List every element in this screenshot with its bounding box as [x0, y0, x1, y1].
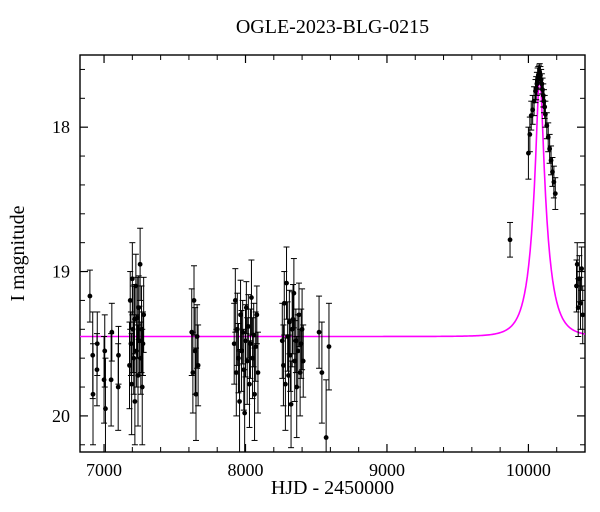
data-point [190, 370, 195, 375]
data-point [295, 349, 300, 354]
x-tick-label: 8000 [228, 460, 264, 480]
data-point [542, 105, 547, 110]
data-point [327, 344, 332, 349]
data-point [102, 349, 107, 354]
data-point [242, 411, 247, 416]
data-point [141, 312, 146, 317]
data-point [576, 305, 581, 310]
data-point [116, 353, 121, 358]
data-point [283, 382, 288, 387]
data-point [301, 359, 306, 364]
data-point [289, 402, 294, 407]
data-point [298, 370, 303, 375]
data-point [132, 399, 137, 404]
x-tick-label: 10000 [506, 460, 551, 480]
data-point [578, 301, 583, 306]
data-point [508, 237, 513, 242]
data-point [291, 291, 296, 296]
data-point [284, 281, 289, 286]
data-point [254, 312, 259, 317]
data-point [253, 344, 258, 349]
data-point [324, 435, 329, 440]
data-point [195, 334, 200, 339]
data-point [239, 349, 244, 354]
data-point [579, 266, 584, 271]
data-point [319, 370, 324, 375]
data-point [300, 327, 305, 332]
data-point [109, 377, 114, 382]
data-point [91, 392, 96, 397]
data-point [247, 382, 252, 387]
data-point [256, 370, 261, 375]
chart-container: OGLE-2023-BLG-02157000800090001000018192… [0, 0, 600, 512]
x-tick-label: 7000 [86, 460, 122, 480]
data-point [236, 356, 241, 361]
data-point [235, 327, 240, 332]
data-point [580, 312, 585, 317]
data-point [252, 392, 257, 397]
data-point [140, 385, 145, 390]
data-point [527, 132, 532, 137]
data-point [237, 399, 242, 404]
x-axis-label: HJD - 2450000 [271, 477, 394, 499]
data-point [280, 338, 285, 343]
data-point [297, 312, 302, 317]
lightcurve-chart: OGLE-2023-BLG-02157000800090001000018192… [0, 0, 600, 512]
y-axis-label: I magnitude [7, 205, 29, 301]
y-tick-label: 19 [52, 262, 70, 282]
data-point [317, 330, 322, 335]
data-point [553, 191, 558, 196]
data-point [141, 341, 146, 346]
data-point [95, 341, 100, 346]
data-point [103, 406, 108, 411]
chart-title: OGLE-2023-BLG-0215 [236, 16, 429, 38]
y-tick-label: 18 [52, 117, 70, 137]
data-point [192, 298, 197, 303]
y-tick-label: 20 [52, 406, 70, 426]
data-point [245, 359, 250, 364]
data-point [249, 295, 254, 300]
data-point [130, 276, 135, 281]
data-point [109, 330, 114, 335]
data-point [88, 294, 93, 299]
data-point [138, 262, 143, 267]
data-point [196, 363, 201, 368]
data-point [116, 385, 121, 390]
